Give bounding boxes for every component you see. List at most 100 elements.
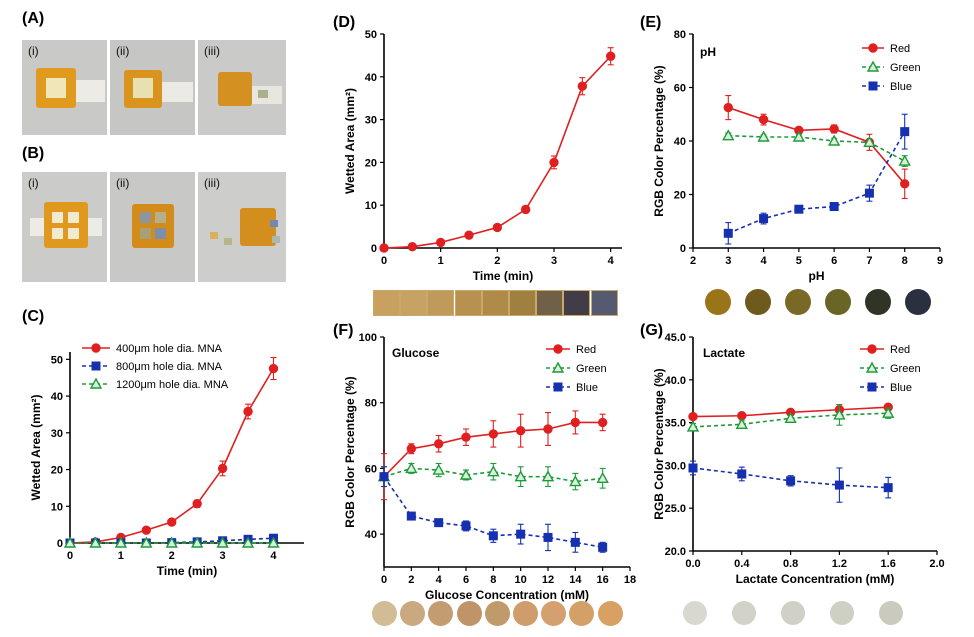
y-tick-label: 30 xyxy=(51,428,63,440)
y-axis-label: Wetted Area (mm²) xyxy=(29,394,43,500)
color-swatch xyxy=(481,290,509,316)
photo-tag: (i) xyxy=(28,176,39,190)
photo-a-ii: (ii) xyxy=(110,40,195,135)
legend-marker xyxy=(866,60,880,72)
data-point xyxy=(141,525,152,535)
device-window xyxy=(155,228,166,239)
legend-label: Green xyxy=(890,363,921,375)
legend-marker xyxy=(867,382,877,392)
color-swatch xyxy=(830,601,854,625)
data-point xyxy=(834,480,844,490)
device-window xyxy=(140,212,151,223)
y-tick-label: 20 xyxy=(674,190,686,202)
data-point xyxy=(722,129,735,141)
chart-e: 2 3 4 5 6 7 8 9 0 20 40 60 80 pH RGB Color Percentage … xyxy=(652,29,943,283)
x-tick-label: 2 xyxy=(494,255,500,267)
legend-label: Green xyxy=(576,363,607,375)
data-point xyxy=(434,518,444,528)
data-point xyxy=(598,542,608,552)
legend-label: Blue xyxy=(890,81,912,93)
chart-title: Lactate xyxy=(703,346,745,360)
device-window xyxy=(52,212,63,223)
sensor-patch xyxy=(258,90,268,98)
data-point xyxy=(487,465,500,477)
data-point xyxy=(596,471,609,483)
data-point xyxy=(190,536,204,548)
legend-marker xyxy=(553,344,563,354)
data-point xyxy=(461,521,471,531)
color-swatch xyxy=(427,290,455,316)
x-tick-label: 8 xyxy=(902,255,908,267)
data-point xyxy=(570,537,580,547)
series-red xyxy=(379,410,608,501)
x-axis-label: Time (min) xyxy=(473,269,533,283)
y-tick-label: 40 xyxy=(365,72,377,84)
y-tick-label: 0 xyxy=(371,243,377,255)
y-tick-label: 20 xyxy=(365,157,377,169)
x-tick-label: 5 xyxy=(796,255,802,267)
color-swatch xyxy=(569,601,595,626)
data-point xyxy=(520,204,531,215)
legend-label: 400μm hole dia. MNA xyxy=(116,343,223,355)
legend: Red Green Blue xyxy=(860,344,921,394)
data-point xyxy=(864,188,874,198)
data-point xyxy=(167,517,177,527)
legend-label: 800μm hole dia. MNA xyxy=(116,361,223,373)
color-swatch xyxy=(785,289,811,315)
data-point xyxy=(241,536,255,548)
color-swatch xyxy=(745,289,771,315)
data-point xyxy=(786,476,796,486)
y-tick-label: 0 xyxy=(680,243,686,255)
color-swatch xyxy=(732,601,756,625)
y-tick-label: 10 xyxy=(51,501,63,513)
x-tick-label: 4 xyxy=(608,255,615,267)
data-point xyxy=(735,417,748,430)
color-swatch xyxy=(513,601,538,626)
data-point xyxy=(833,408,846,420)
photo-b-ii: (ii) xyxy=(110,172,195,282)
x-tick-label: 18 xyxy=(624,574,636,586)
legend: Red Green Blue xyxy=(546,344,607,394)
device-window xyxy=(140,228,151,239)
sensor-patch xyxy=(272,236,280,243)
x-tick-label: 0 xyxy=(67,550,73,562)
x-tick-label: 6 xyxy=(831,255,837,267)
data-point xyxy=(459,468,473,480)
panel-label-g: (G) xyxy=(640,322,664,339)
color-swatch xyxy=(781,601,805,625)
data-point xyxy=(243,406,253,417)
color-swatch xyxy=(563,290,591,316)
legend-marker xyxy=(868,81,878,91)
x-tick-label: 8 xyxy=(490,574,496,586)
data-point xyxy=(827,134,841,146)
y-axis-label: Wetted Area (mm²) xyxy=(343,88,357,194)
data-point xyxy=(379,243,389,253)
device-block xyxy=(44,202,88,248)
data-point xyxy=(541,470,555,482)
data-point xyxy=(514,470,527,482)
x-axis-label: Time (min) xyxy=(157,564,217,578)
data-point xyxy=(217,463,228,474)
y-axis-label: RGB Color Percentage (%) xyxy=(343,376,357,527)
legend-marker xyxy=(553,382,563,392)
y-tick-label: 40 xyxy=(365,529,377,541)
legend-label: Red xyxy=(576,344,596,356)
y-tick-label: 0 xyxy=(57,538,63,550)
legend-marker xyxy=(91,361,101,371)
series-green xyxy=(722,129,911,167)
data-point xyxy=(794,204,804,214)
color-swatch xyxy=(879,601,903,625)
data-point xyxy=(268,363,279,374)
device-window xyxy=(155,212,166,223)
legend-label: Blue xyxy=(890,382,912,394)
y-tick-label: 30 xyxy=(365,115,377,127)
y-tick-label: 20 xyxy=(51,465,63,477)
series-blue xyxy=(688,460,893,503)
color-swatch xyxy=(825,289,851,315)
data-point xyxy=(784,411,797,424)
y-tick-label: 20.0 xyxy=(665,546,686,558)
series-blue xyxy=(379,466,608,553)
